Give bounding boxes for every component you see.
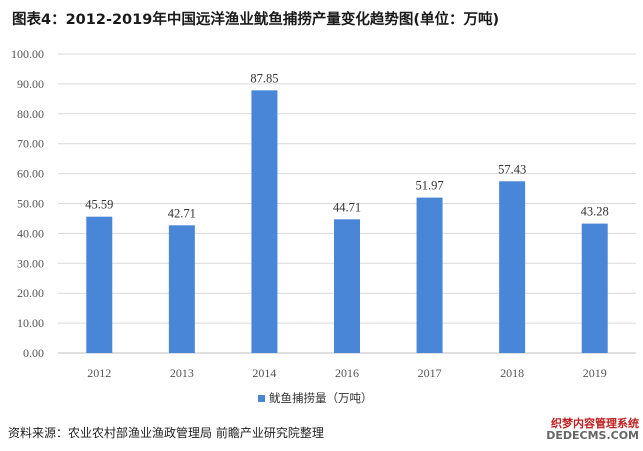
- data-label-2017: 51.97: [416, 179, 444, 193]
- y-tick-label: 70.00: [17, 137, 44, 151]
- bar-2014: [251, 90, 278, 354]
- legend: 鱿鱼捕捞量（万吨）: [258, 391, 373, 405]
- bar-2012: [86, 216, 113, 353]
- x-axis-ticks: 2012 2013 2014 2016 2017 2018 2019: [87, 366, 606, 380]
- y-tick-label: 30.00: [17, 256, 44, 270]
- y-tick-label: 60.00: [17, 167, 44, 181]
- x-tick-label-2018: 2018: [500, 366, 524, 380]
- watermark-line1: 织梦内容管理系统: [551, 417, 639, 430]
- x-tick-label-2017: 2017: [418, 366, 442, 380]
- y-tick-label: 40.00: [17, 226, 44, 240]
- x-tick-label-2013: 2013: [170, 366, 194, 380]
- y-tick-label: 0.00: [23, 346, 44, 360]
- bars: [86, 90, 608, 354]
- data-label-2019: 43.28: [581, 205, 609, 219]
- data-label-2016: 44.71: [333, 200, 361, 214]
- y-axis-ticks: 0.00 10.00 20.00 30.00 40.00 50.00 60.00 70.00 8…: [11, 47, 44, 360]
- x-tick-label-2012: 2012: [87, 366, 111, 380]
- bar-2013: [168, 225, 195, 353]
- x-tick-label-2014: 2014: [252, 366, 276, 380]
- bar-2017: [416, 197, 443, 353]
- legend-swatch: [258, 395, 265, 402]
- y-tick-label: 80.00: [17, 107, 44, 121]
- data-label-2013: 42.71: [168, 206, 196, 220]
- x-tick-label-2016: 2016: [335, 366, 359, 380]
- y-tick-label: 100.00: [11, 47, 44, 61]
- bar-2018: [499, 181, 526, 353]
- data-label-2014: 87.85: [250, 71, 278, 85]
- legend-label: 鱿鱼捕捞量（万吨）: [269, 391, 373, 405]
- x-tick-label-2019: 2019: [583, 366, 607, 380]
- data-label-2018: 57.43: [498, 162, 526, 176]
- y-tick-label: 10.00: [17, 316, 44, 330]
- data-label-2012: 45.59: [85, 198, 113, 212]
- source-note: 资料来源：农业农村部渔业渔政管理局 前瞻产业研究院整理: [8, 426, 324, 440]
- watermark-line2: DEDECMS.COM: [546, 429, 639, 442]
- bar-2016: [334, 219, 360, 353]
- y-tick-label: 90.00: [17, 77, 44, 91]
- y-tick-label: 20.00: [17, 286, 44, 300]
- chart-title: 图表4：2012-2019年中国远洋渔业鱿鱼捕捞产量变化趋势图(单位：万吨): [12, 12, 500, 28]
- watermark: 织梦内容管理系统 DEDECMS.COM: [546, 418, 639, 442]
- bar-2019: [581, 223, 608, 353]
- data-labels: 45.59 42.71 87.85 44.71 51.97 57.43 43.28: [85, 71, 609, 220]
- y-tick-label: 50.00: [17, 197, 44, 211]
